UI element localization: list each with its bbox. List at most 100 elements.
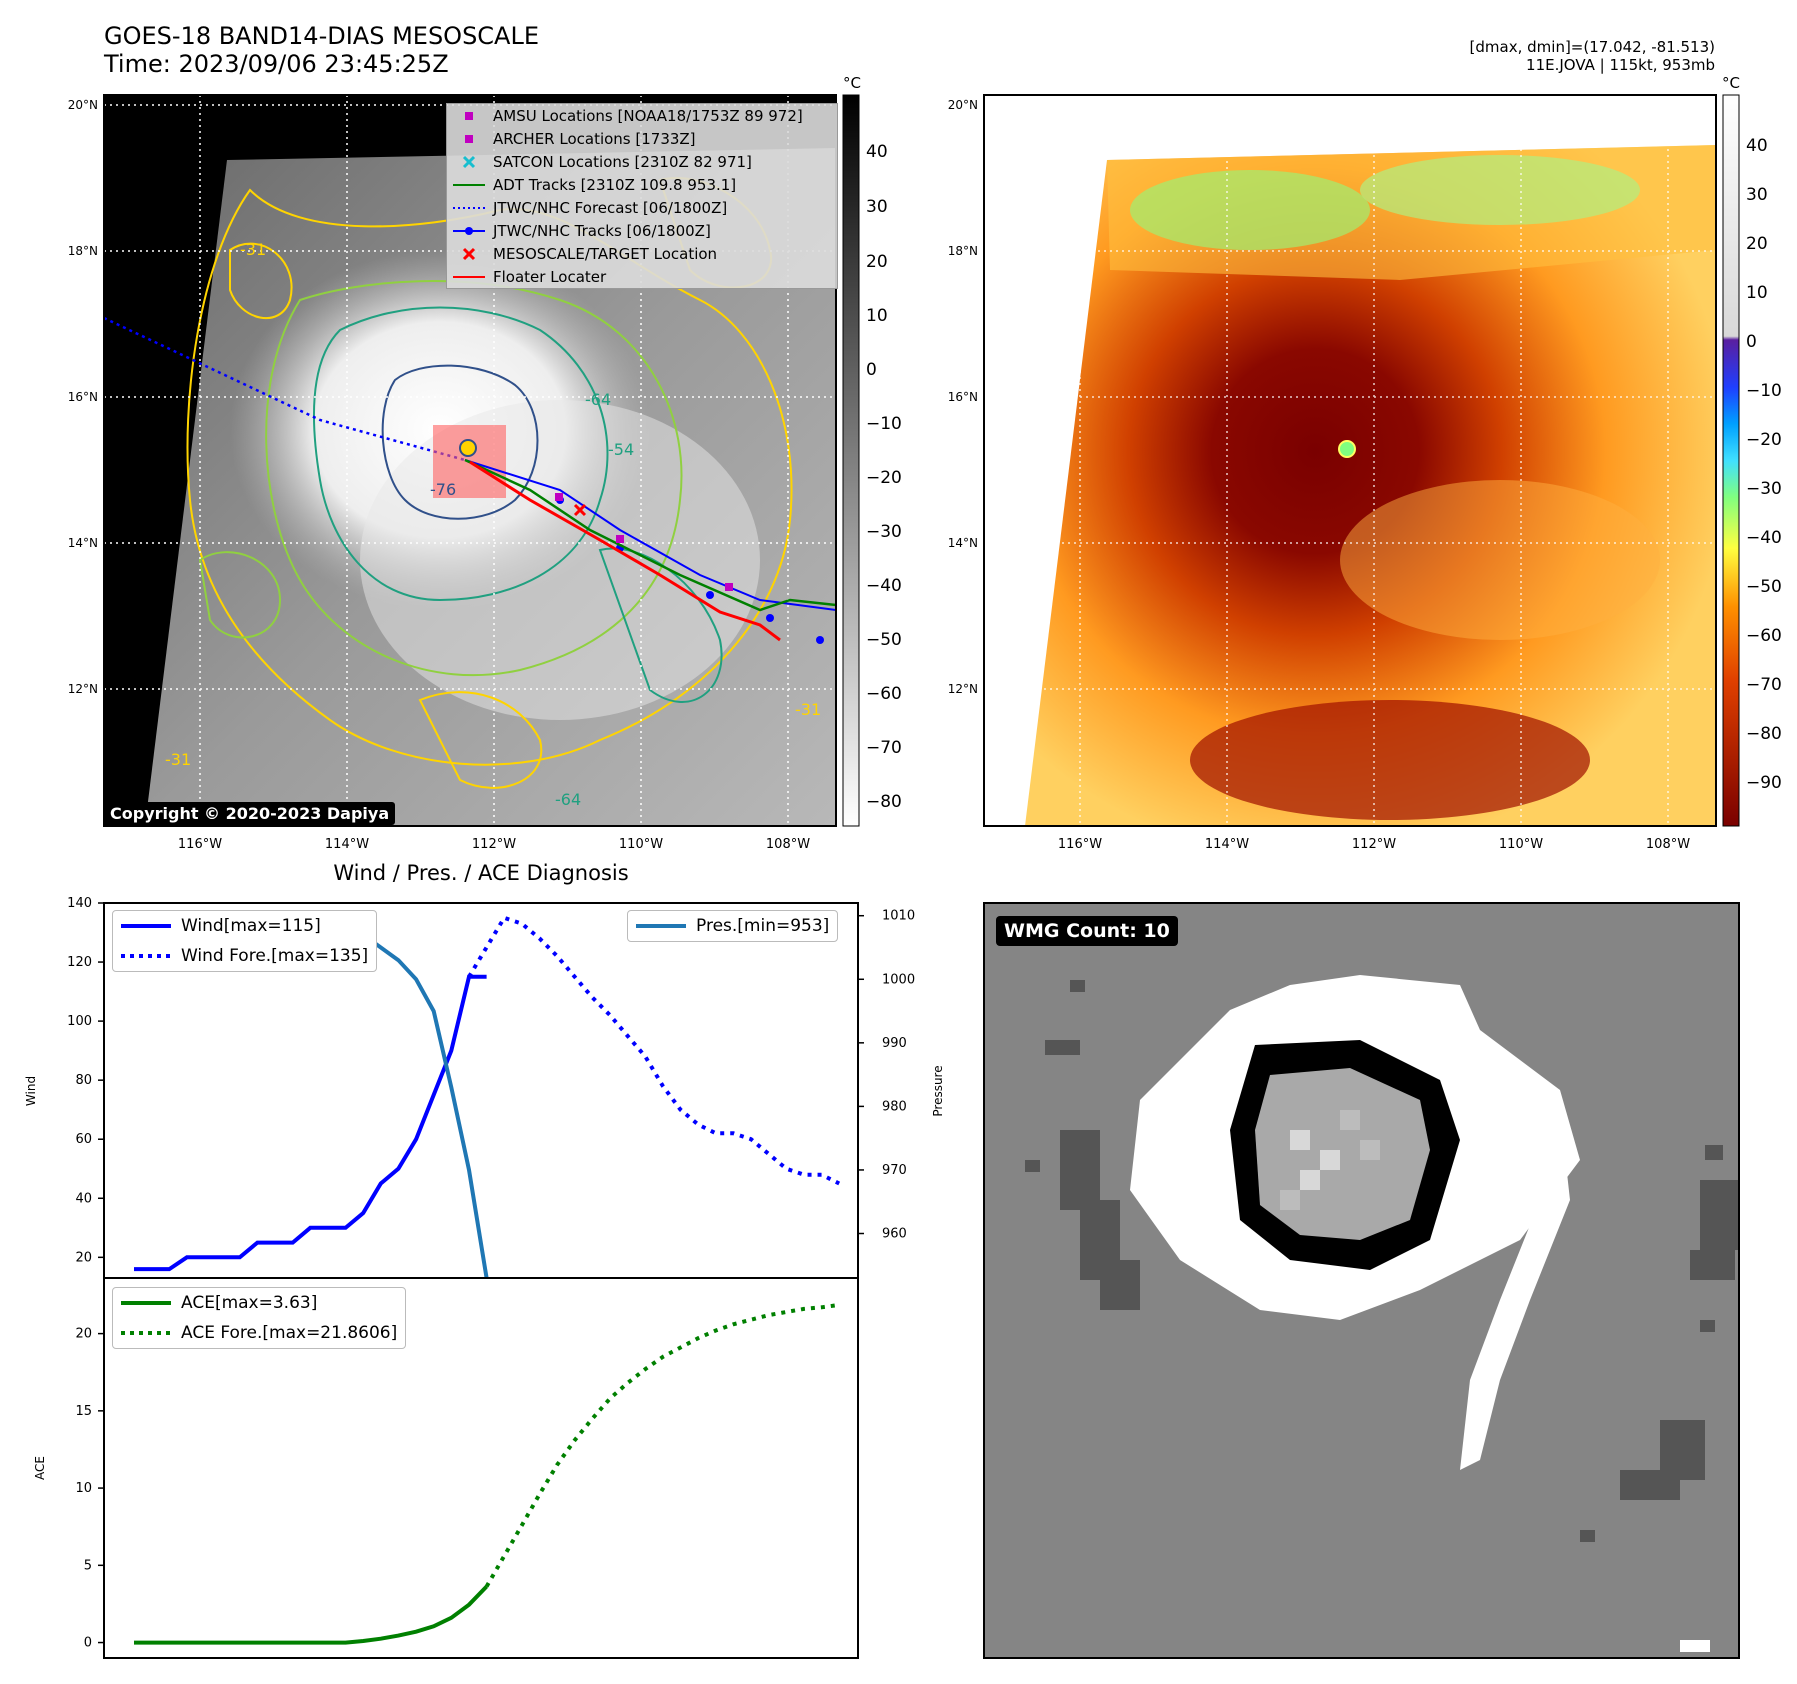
colorbar-tick: −50 [1746,577,1782,597]
legend-label: ACE Fore.[max=21.8606] [181,1323,398,1343]
colorbar-tick: 40 [1746,136,1768,156]
colorbar-tick: 20 [866,252,888,272]
map2-imagery [984,95,1716,826]
jtwc-track-line [464,459,836,611]
legend-entry: JTWC/NHC Tracks [06/1800Z] [447,219,837,242]
lat-label: 14°N [948,536,978,550]
colorbar-tick: 0 [1746,332,1757,352]
lon-label: 108°W [1646,837,1690,852]
map1-colorbar [842,94,860,827]
wind-axis-label: Wind [24,1076,38,1106]
legend-entry: ACE[max=3.63] [113,1288,405,1318]
y-tick-label: 120 [67,955,92,970]
legend-label: Pres.[min=953] [696,916,830,936]
lat-label: 12°N [948,682,978,696]
colorbar-tick: −40 [866,576,902,596]
contour-label: -31 [795,700,821,719]
y-right-tick-label: 970 [882,1163,907,1178]
legend-label: JTWC/NHC Tracks [06/1800Z] [493,221,711,240]
colorbar-tick: 40 [866,142,888,162]
y-tick-label: 5 [84,1558,92,1573]
y-tick-label: 20 [75,1327,92,1342]
colorbar-tick: 10 [1746,283,1768,303]
colorbar-tick: −60 [866,684,902,704]
legend-entry: ADT Tracks [2310Z 109.8 953.1] [447,173,837,196]
y-right-tick-label: 980 [882,1099,907,1114]
y-tick-label: 80 [75,1073,92,1088]
series-line-ace-forecast [484,1302,840,1588]
jtwc-forecast-line [104,316,466,462]
legend-label: Floater Locater [493,267,607,286]
y-tick-label: 100 [67,1014,92,1029]
legend-symbol [453,226,485,235]
colorbar-tick: −40 [1746,528,1782,548]
legend-entry: ARCHER Locations [1733Z] [447,127,837,150]
y-tick-label: 10 [75,1481,92,1496]
legend-symbol [465,111,473,120]
colorbar-tick: −10 [866,414,902,434]
colorbar-tick: −50 [866,630,902,650]
legend-entry: Wind Fore.[max=135] [113,941,376,971]
ace-axis-label: ACE [33,1456,47,1480]
lat-label: 14°N [68,536,98,550]
map1-title-line1: GOES-18 BAND14-DIAS MESOSCALE [104,22,540,50]
map1-title-line2: Time: 2023/09/06 23:45:25Z [104,50,449,78]
lon-label: 114°W [1205,837,1249,852]
legend-entry: Pres.[min=953] [628,911,837,941]
legend-label: JTWC/NHC Forecast [06/1800Z] [493,198,728,217]
legend-label: ADT Tracks [2310Z 109.8 953.1] [493,175,737,194]
map2-info-line2: 11E.JOVA | 115kt, 953mb [1526,56,1715,74]
legend-label: MESOSCALE/TARGET Location [493,244,718,263]
contour-label: -31 [240,240,266,259]
lat-label: 18°N [948,244,978,258]
lat-label: 20°N [948,98,978,112]
lon-label: 110°W [619,837,663,852]
storm-eye-marker [459,439,477,457]
colorbar-tick: 30 [866,197,888,217]
y-tick-label: 140 [67,896,92,911]
wmg-count-badge: WMG Count: 10 [996,916,1178,946]
chart-title: Wind / Pres. / ACE Diagnosis [333,861,628,885]
y-right-tick-label: 960 [882,1227,907,1242]
lon-label: 112°W [472,837,516,852]
copyright-badge: Copyright © 2020-2023 Dapiya [104,802,396,825]
series-line-ace [134,1585,489,1645]
map2-info-line1: [dmax, dmin]=(17.042, -81.513) [1469,38,1715,56]
legend-entry: Wind[max=115] [113,911,376,941]
lat-label: 20°N [68,98,98,112]
legend-label: ARCHER Locations [1733Z] [493,129,696,148]
legend-entry: AMSU Locations [NOAA18/1753Z 89 972] [447,104,837,127]
legend-label: ACE[max=3.63] [181,1293,318,1313]
colorbar-tick: −20 [866,468,902,488]
y-right-tick-label: 990 [882,1036,907,1051]
pressure-legend: Pres.[min=953] [627,910,839,942]
map1-colorbar-unit: °C [843,74,861,92]
colorbar-tick: 30 [1746,185,1768,205]
contour-label: -76 [430,480,456,499]
y-tick-label: 15 [75,1404,92,1419]
colorbar-tick: 0 [866,360,877,380]
colorbar-tick: −20 [1746,430,1782,450]
contour-label: -54 [608,440,634,459]
y-right-tick-label: 1000 [882,972,915,987]
legend-symbol [453,275,485,278]
series-line-wind [134,974,487,1272]
contour-label: -31 [165,750,191,769]
legend-symbol [462,155,476,168]
legend-label: Wind[max=115] [181,916,321,936]
colorbar-tick: −10 [1746,381,1782,401]
colorbar-tick: −70 [1746,675,1782,695]
colorbar-tick: −60 [1746,626,1782,646]
colorbar-tick: −90 [1746,773,1782,793]
colorbar-tick: 10 [866,306,888,326]
ace-legend: ACE[max=3.63] ACE Fore.[max=21.8606] [112,1287,407,1349]
colorbar-tick: −30 [866,522,902,542]
lat-label: 16°N [68,390,98,404]
legend-symbol [453,206,485,209]
wind-legend: Wind[max=115] Wind Fore.[max=135] [112,910,378,972]
lat-label: 12°N [68,682,98,696]
legend-entry: SATCON Locations [2310Z 82 971] [447,150,837,173]
lon-label: 110°W [1499,837,1543,852]
y-tick-label: 0 [84,1636,92,1651]
y-right-tick-label: 1010 [882,909,915,924]
